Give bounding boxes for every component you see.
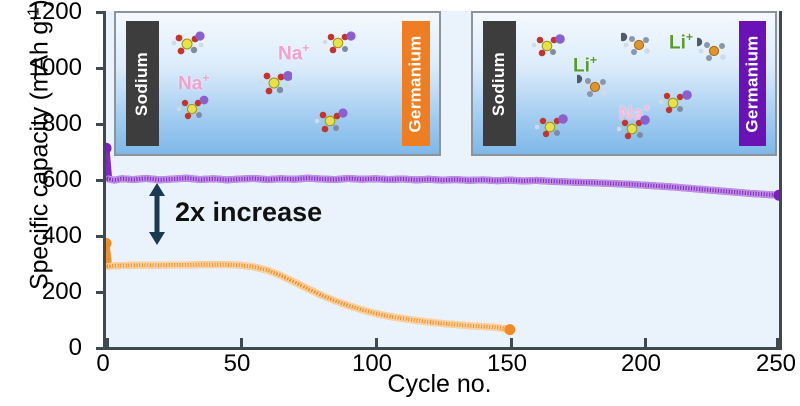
y-tick-label-1200: 1200 [28, 0, 82, 25]
x-tick-label-50: 50 [223, 350, 251, 377]
electrolyte-molecule-icon [171, 31, 205, 55]
x-tick-label-150: 150 [486, 350, 528, 377]
ion-text: Na [619, 103, 644, 125]
inset-sodium-ion-cell: Sodium Germanium Na+ Na+ [114, 11, 441, 156]
ion-text: Na [278, 43, 303, 65]
inset-right-cathode-germanium: Germanium [739, 21, 766, 146]
electrolyte-molecule-icon [577, 74, 607, 97]
electrolyte-molecule-icon [535, 114, 568, 138]
x-tick-label-200: 200 [620, 350, 662, 377]
electrolyte-molecule-icon [322, 31, 356, 54]
ion-text: Li [573, 55, 590, 77]
ion-charge: + [202, 71, 210, 85]
y-axis-title: Specific capacity (mAh g-1) [25, 0, 54, 315]
y-tick-label-800: 800 [41, 110, 82, 137]
ion-text: Na [178, 73, 203, 95]
y-tick-mark-800 [96, 123, 106, 126]
x-tick-label-100: 100 [351, 350, 393, 377]
inset-left-cathode-label: Germanium [406, 34, 426, 133]
electrolyte-molecule-icon [314, 108, 348, 133]
x-tick-mark-100 [375, 338, 378, 347]
inset-left-anode-sodium: Sodium [126, 21, 159, 146]
y-tick-label-600: 600 [41, 166, 82, 193]
inset-left-cathode-germanium: Germanium [402, 21, 430, 146]
x-tick-mark-50 [240, 338, 243, 347]
y-tick-mark-200 [96, 291, 106, 294]
inset-right-ion-label-na: Na+ [619, 101, 651, 125]
ion-charge: + [302, 41, 310, 55]
x-tick-mark-200 [644, 338, 647, 347]
x-tick-mark-150 [510, 338, 513, 347]
electrolyte-molecule-icon [617, 115, 650, 140]
ion-charge: + [685, 30, 694, 44]
y-tick-label-0: 0 [68, 334, 82, 361]
inset-right-cathode-label: Germanium [742, 34, 762, 133]
x-tick-label-0: 0 [96, 350, 110, 377]
x-tick-mark-0 [106, 338, 109, 347]
inset-dual-ion-cell: Sodium Germanium Li+ Li+ Na+ [471, 11, 777, 156]
two-x-increase-label: 2x increase [175, 197, 323, 227]
y-tick-label-400: 400 [41, 222, 82, 249]
x-tick-mark-250 [776, 338, 779, 347]
inset-left-ion-label-na-1: Na+ [178, 71, 210, 95]
x-axis-title: Cycle no. [387, 370, 492, 398]
electrolyte-molecule-icon [531, 34, 565, 57]
inset-right-ion-label-li-2: Li+ [669, 30, 693, 54]
inset-right-anode-sodium: Sodium [483, 21, 516, 146]
inset-left-anode-label: Sodium [132, 51, 152, 116]
y-tick-label-1000: 1000 [28, 54, 82, 81]
electrolyte-molecule-icon [659, 90, 692, 114]
ion-charge: + [589, 53, 598, 67]
y-tick-mark-600 [96, 179, 106, 182]
electrolyte-molecule-icon [258, 71, 292, 95]
electrolyte-molecule-icon [621, 32, 650, 55]
inset-right-anode-label: Sodium [489, 51, 509, 116]
y-tick-mark-1200 [96, 11, 106, 14]
y-tick-mark-400 [96, 235, 106, 238]
data-series-layer [106, 142, 779, 336]
y-tick-mark-0 [96, 347, 106, 350]
ion-charge: + [643, 101, 651, 115]
y-tick-label-200: 200 [41, 278, 82, 305]
inset-right-ion-label-li-1: Li+ [573, 53, 597, 77]
electrolyte-molecule-icon [697, 37, 726, 61]
electrolyte-molecule-icon [176, 95, 209, 120]
x-tick-label-250: 250 [755, 350, 797, 377]
plot-area: 2x increase Sodium Germanium Na+ Na+ Sod… [96, 11, 782, 350]
ion-text: Li [669, 32, 686, 54]
two-x-increase-arrow [146, 183, 168, 245]
inset-left-ion-label-na-2: Na+ [278, 41, 310, 65]
y-tick-mark-1000 [96, 67, 106, 70]
